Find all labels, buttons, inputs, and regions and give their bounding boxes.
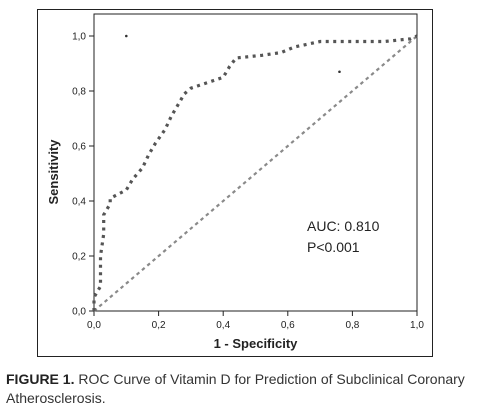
y-tick-label: 1,0: [72, 32, 86, 43]
outlier-point: [125, 34, 128, 38]
reference-line: [93, 35, 418, 312]
x-tick-label: 0,6: [281, 320, 295, 331]
y-tick-label: 0,6: [72, 142, 86, 153]
y-tick-label: 0,2: [72, 252, 86, 263]
plot-area: [93, 13, 418, 312]
outlier-point: [338, 70, 341, 74]
roc-curve: [92, 34, 418, 311]
y-axis-title: Sensitivity: [46, 139, 61, 205]
figure-frame: [37, 9, 433, 357]
x-axis-title: 1 - Specificity: [214, 336, 299, 351]
p-value-annotation: P<0.001: [307, 239, 360, 255]
y-tick-label: 0,8: [72, 87, 86, 98]
auc-annotation: AUC: 0.810: [307, 218, 380, 234]
roc-curve-line: [92, 34, 418, 311]
x-tick-label: 0,4: [216, 320, 230, 331]
reference-diagonal: [93, 35, 418, 312]
y-tick-label: 0,4: [72, 197, 86, 208]
outlier-points: [125, 34, 341, 74]
caption-label: FIGURE 1.: [6, 371, 75, 387]
y-axis-ticks: 0,0 0,2 0,4 0,6 0,8 1,0: [72, 32, 94, 318]
x-tick-label: 0,0: [87, 320, 101, 331]
x-axis-ticks: 0,0 0,2 0,4 0,6 0,8 1,0: [87, 311, 424, 331]
y-tick-label: 0,0: [72, 307, 86, 318]
x-tick-label: 0,8: [345, 320, 359, 331]
x-tick-label: 0,2: [152, 320, 166, 331]
figure-caption: FIGURE 1. ROC Curve of Vitamin D for Pre…: [6, 370, 480, 408]
x-tick-label: 1,0: [410, 320, 424, 331]
caption-text: ROC Curve of Vitamin D for Prediction of…: [6, 371, 465, 406]
